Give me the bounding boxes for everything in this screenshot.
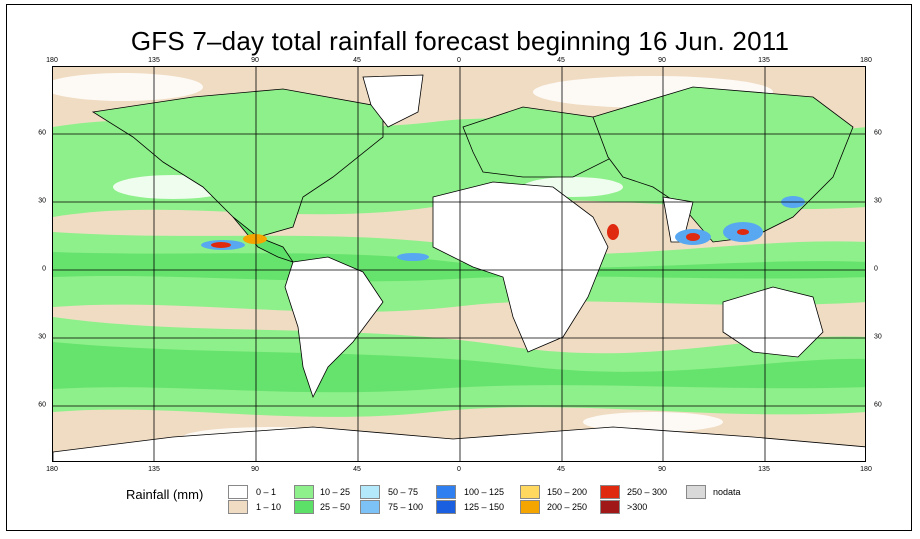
- legend-swatch: [520, 500, 540, 514]
- legend-swatch: [600, 485, 620, 499]
- lon-tick-bottom: 90: [658, 466, 666, 473]
- lon-tick-bottom: 135: [148, 466, 160, 473]
- lon-tick-top: 135: [148, 57, 160, 64]
- legend-swatch: [600, 500, 620, 514]
- lon-tick-top: 135: [758, 57, 770, 64]
- legend-label: 250 – 300: [627, 487, 668, 497]
- lat-tick-left: 30: [38, 333, 46, 341]
- lon-tick-top: 180: [46, 57, 58, 64]
- page-title: GFS 7–day total rainfall forecast beginn…: [130, 26, 790, 56]
- legend-label: 200 – 250: [547, 502, 588, 512]
- map-canvas: [53, 67, 865, 461]
- legend-swatch: [228, 500, 248, 514]
- legend-swatch: [360, 485, 380, 499]
- lon-tick-bottom: 180: [46, 466, 58, 473]
- heavy-rain: [201, 196, 805, 261]
- lon-tick-bottom: 90: [251, 466, 259, 473]
- legend-swatch: [686, 485, 706, 499]
- lon-tick-bottom: 135: [758, 466, 770, 473]
- lon-tick-top: 0: [457, 57, 461, 64]
- lat-tick-left: 60: [38, 129, 46, 137]
- lat-tick-right: 30: [874, 333, 882, 341]
- legend-label: 1 – 10: [256, 502, 282, 512]
- legend-swatch: [436, 500, 456, 514]
- legend-swatch: [360, 500, 380, 514]
- legend-label: 10 – 25: [320, 487, 351, 497]
- legend-label: 50 – 75: [388, 487, 419, 497]
- legend-label: 0 – 1: [256, 487, 277, 497]
- legend-label: 100 – 125: [464, 487, 505, 497]
- rainfall-map: [52, 66, 866, 462]
- legend-label: 125 – 150: [464, 502, 505, 512]
- legend-swatch: [294, 500, 314, 514]
- lat-tick-right: 30: [874, 197, 882, 205]
- legend-title: Rainfall (mm): [126, 487, 204, 502]
- graticule: [53, 67, 865, 461]
- lon-tick-top: 90: [658, 57, 666, 64]
- legend-label: 75 – 100: [388, 502, 424, 512]
- legend-label: >300: [627, 502, 648, 512]
- lon-tick-bottom: 45: [557, 466, 565, 473]
- lat-tick-left: 60: [38, 401, 46, 409]
- figure-frame: [6, 4, 912, 531]
- lon-tick-bottom: 45: [353, 466, 361, 473]
- legend-swatch: [294, 485, 314, 499]
- lon-tick-top: 45: [353, 57, 361, 64]
- legend-label: 25 – 50: [320, 502, 351, 512]
- legend-swatch: [436, 485, 456, 499]
- lon-tick-top: 45: [557, 57, 565, 64]
- lat-tick-left: 30: [38, 197, 46, 205]
- legend-label: 150 – 200: [547, 487, 588, 497]
- lat-tick-right: 60: [874, 129, 882, 137]
- lat-tick-right: 0: [874, 265, 878, 273]
- lon-tick-top: 90: [251, 57, 259, 64]
- lon-tick-bottom: 180: [860, 466, 872, 473]
- lat-tick-right: 60: [874, 401, 882, 409]
- lat-tick-left: 0: [42, 265, 46, 273]
- legend-label: nodata: [713, 487, 741, 497]
- legend-swatch: [228, 485, 248, 499]
- lon-tick-bottom: 0: [457, 466, 461, 473]
- legend-swatch: [520, 485, 540, 499]
- lon-tick-top: 180: [860, 57, 872, 64]
